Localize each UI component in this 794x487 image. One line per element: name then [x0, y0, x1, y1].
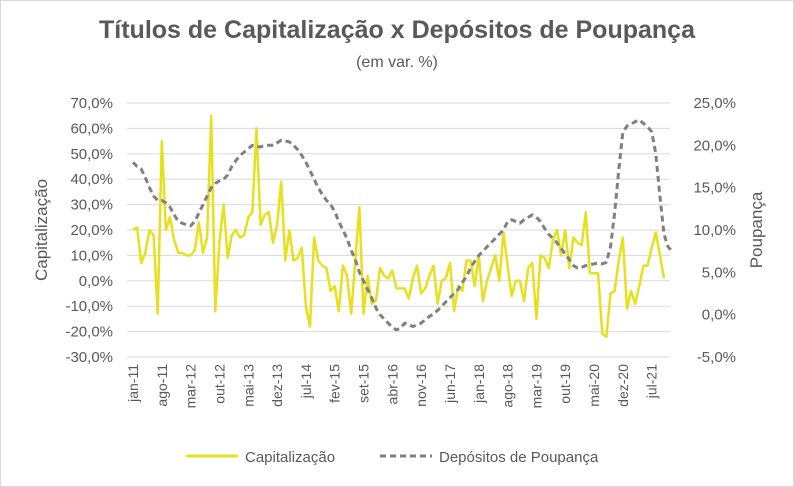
left-tick-label: -30,0%	[65, 349, 113, 366]
right-tick-label: -5,0%	[697, 349, 736, 366]
series-layer	[131, 114, 674, 338]
left-tick-label: 70,0%	[70, 95, 113, 112]
legend-label-depositos: Depósitos de Poupança	[439, 449, 599, 466]
x-tick-label: out-19	[557, 364, 573, 404]
left-tick-label: -10,0%	[65, 298, 113, 315]
right-tick-label: 20,0%	[693, 137, 736, 154]
x-tick-label: mai-13	[240, 364, 256, 407]
right-tick-label: 5,0%	[702, 264, 736, 281]
x-tick-label: jul-14	[298, 364, 314, 399]
legend-label-capitalizacao: Capitalização	[245, 449, 335, 466]
x-tick-label: mai-20	[586, 364, 602, 407]
x-tick-label: out-12	[211, 364, 227, 404]
x-tick-label: mar-19	[528, 364, 544, 409]
x-tick-label: fev-15	[327, 364, 343, 403]
x-tick-label: mar-12	[183, 364, 199, 409]
x-tick-label: ago-18	[500, 364, 516, 408]
chart-title: Títulos de Capitalização x Depósitos de …	[99, 16, 695, 44]
x-tick-label: nov-16	[413, 364, 429, 407]
left-tick-label: 40,0%	[70, 171, 113, 188]
right-axis-ticks: 25,0% 20,0% 15,0% 10,0% 5,0% 0,0% -5,0%	[693, 95, 736, 366]
right-tick-label: 25,0%	[693, 95, 736, 112]
legend: Capitalização Depósitos de Poupança	[186, 449, 599, 466]
x-tick-label: jan-18	[471, 364, 487, 404]
left-axis-label: Capitalização	[32, 179, 51, 281]
right-tick-label: 0,0%	[702, 307, 736, 324]
x-tick-label: set-15	[356, 364, 372, 403]
series-line-capitalizacao	[132, 114, 666, 338]
x-tick-label: jul-21	[644, 364, 660, 399]
gridlines	[127, 102, 670, 358]
right-tick-label: 15,0%	[693, 180, 736, 197]
right-axis-label: Poupança	[747, 191, 766, 268]
right-tick-label: 10,0%	[693, 222, 736, 239]
x-tick-label: dez-13	[269, 364, 285, 407]
x-tick-label: jun-17	[442, 364, 458, 404]
series-line-depositos-poupanca	[131, 118, 674, 332]
left-tick-label: 60,0%	[70, 120, 113, 137]
x-tick-label: jan-11	[125, 364, 141, 403]
left-axis-ticks: 70,0% 60,0% 50,0% 40,0% 30,0% 20,0% 10,0% 0,0% -…	[65, 95, 113, 366]
x-tick-label: ago-11	[154, 364, 170, 407]
left-tick-label: 50,0%	[70, 146, 113, 163]
x-tick-label: abr-16	[384, 364, 400, 405]
left-tick-label: -20,0%	[65, 324, 113, 341]
left-tick-label: 0,0%	[79, 273, 113, 290]
x-tick-label: dez-20	[615, 364, 631, 407]
left-tick-label: 20,0%	[70, 222, 113, 239]
x-axis-ticks: jan-11 ago-11 mar-12 out-12 mai-13 dez-13 jul-…	[125, 364, 660, 409]
chart-subtitle: (em var. %)	[356, 54, 438, 71]
left-tick-label: 10,0%	[70, 247, 113, 264]
left-tick-label: 30,0%	[70, 197, 113, 214]
